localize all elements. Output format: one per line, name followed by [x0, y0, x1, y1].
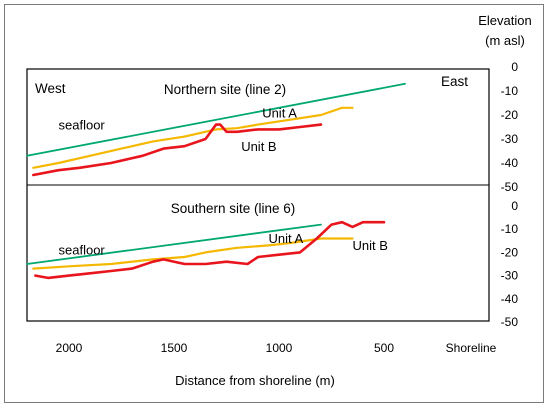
annotation-seafloor: seafloor — [59, 117, 106, 132]
series-line-unit-b — [34, 220, 386, 280]
series-line-seafloor — [26, 82, 406, 157]
shoreline-label: Shoreline — [446, 341, 497, 355]
x-tick-label: 1500 — [161, 341, 188, 355]
plot-layer: 0 -10 -20 -30 -40 -50 seafloor Unit A Unit B 0 -10… — [26, 60, 519, 355]
xlabel: Distance from shoreline (m) — [175, 373, 335, 388]
annotation-seafloor: seafloor — [59, 243, 106, 258]
east-label: East — [441, 74, 468, 89]
series-line-unit-b — [31, 123, 323, 177]
y-tick-label: 0 — [511, 60, 518, 74]
bottom-panel-title: Southern site (line 6) — [171, 201, 296, 216]
y-tick-label: -20 — [501, 108, 519, 122]
y-tick-label: -10 — [501, 222, 519, 236]
y-tick-label: -30 — [501, 269, 519, 283]
ylabel-line1: Elevation — [478, 13, 531, 28]
annotation-unit-b: Unit B — [241, 139, 276, 154]
y-tick-label: -30 — [501, 132, 519, 146]
chart-svg: Elevation (m asl) West East Northern sit… — [26, 13, 532, 388]
ylabel-line2: (m asl) — [485, 33, 525, 48]
y-tick-label: 0 — [511, 199, 518, 213]
y-tick-label: -10 — [501, 84, 519, 98]
chart-figure: Elevation (m asl) West East Northern sit… — [4, 4, 544, 403]
y-tick-label: -20 — [501, 245, 519, 259]
plot-frame — [26, 68, 490, 322]
top-panel-title: Northern site (line 2) — [164, 82, 286, 97]
x-tick-label: 1000 — [266, 341, 293, 355]
y-tick-label: -50 — [501, 180, 519, 194]
x-tick-label: 500 — [374, 341, 394, 355]
annotation-unit-a: Unit A — [262, 105, 297, 120]
y-tick-label: -50 — [501, 315, 519, 329]
annotation-unit-a: Unit A — [269, 231, 304, 246]
y-tick-label: -40 — [501, 292, 519, 306]
series-line-unit-a — [32, 237, 354, 270]
annotation-unit-b: Unit B — [353, 238, 388, 253]
x-tick-label: 2000 — [56, 341, 83, 355]
series-line-seafloor — [26, 223, 322, 265]
west-label: West — [35, 81, 66, 96]
y-tick-label: -40 — [501, 156, 519, 170]
